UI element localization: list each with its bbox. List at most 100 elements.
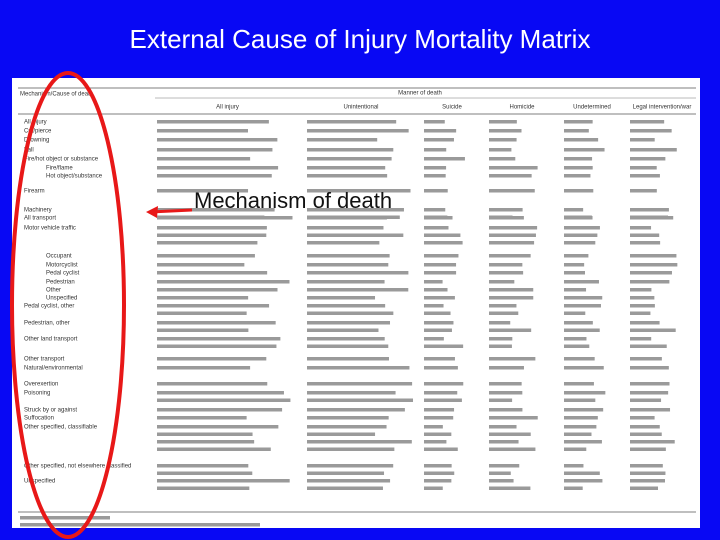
arrow-head [146, 206, 158, 218]
code-text [424, 479, 452, 483]
group-header: Manner of death [398, 91, 442, 97]
code-text [307, 471, 385, 475]
code-text [564, 471, 600, 475]
code-text [424, 280, 443, 284]
code-text [489, 366, 524, 370]
row-label: Drowning [24, 138, 49, 144]
code-text [424, 486, 443, 490]
annotation: Mechanism of death [194, 188, 392, 213]
code-text [489, 157, 516, 161]
code-text [424, 344, 464, 348]
code-text [489, 408, 523, 412]
code-text [307, 208, 404, 212]
code-text [307, 189, 411, 193]
code-text [157, 391, 284, 395]
code-text [424, 391, 458, 395]
code-text [307, 337, 385, 341]
code-text [564, 447, 587, 451]
code-text [424, 148, 447, 152]
code-text [564, 464, 584, 468]
code-text [307, 216, 387, 220]
code-text [489, 447, 536, 451]
code-text [564, 408, 604, 412]
code-text [157, 254, 255, 258]
code-text [489, 296, 534, 300]
code-text [157, 471, 253, 475]
row-label: Other specified, not elsewhere classifie… [24, 464, 131, 470]
code-text [424, 208, 446, 212]
row-label: Pedal cyclist [46, 271, 80, 277]
column-header: Undetermined [573, 105, 611, 111]
code-text [489, 288, 534, 292]
code-text [157, 382, 268, 386]
code-text [307, 328, 379, 332]
code-text [630, 233, 660, 237]
code-text [424, 425, 443, 429]
code-text [424, 440, 447, 444]
code-text [424, 241, 463, 245]
code-text [630, 241, 661, 245]
code-text [630, 479, 666, 483]
code-text [307, 357, 389, 361]
code-text [307, 271, 409, 275]
code-text [630, 120, 665, 124]
code-text [157, 328, 249, 332]
image-frame [12, 78, 700, 528]
code-text [630, 366, 669, 370]
code-text [307, 296, 376, 300]
code-text [307, 366, 410, 370]
code-text [424, 216, 453, 220]
code-text [489, 357, 536, 361]
row-label: Other land transport [24, 337, 78, 343]
code-text [564, 311, 586, 315]
code-text [489, 216, 524, 220]
code-text [424, 296, 455, 300]
code-text [424, 138, 454, 142]
code-text [489, 464, 520, 468]
code-text [489, 148, 512, 152]
code-text [630, 296, 655, 300]
footnote-text [20, 523, 260, 527]
code-text [424, 464, 452, 468]
code-text [630, 129, 672, 133]
code-text [157, 216, 293, 220]
row-label: Unspecified [46, 296, 77, 302]
code-text [564, 216, 593, 220]
code-text [424, 321, 454, 325]
code-text [489, 337, 513, 341]
code-text [424, 366, 458, 370]
code-text [564, 328, 600, 332]
code-text [630, 440, 675, 444]
code-text [564, 416, 598, 420]
code-text [424, 288, 448, 292]
code-text [157, 174, 272, 178]
code-text [307, 398, 414, 402]
code-text [424, 174, 446, 178]
code-text [489, 398, 513, 402]
code-text [307, 304, 386, 308]
code-text [157, 425, 279, 429]
code-text [630, 464, 663, 468]
code-text [564, 391, 606, 395]
code-text [424, 157, 465, 161]
code-text [424, 432, 452, 436]
code-text [424, 357, 455, 361]
code-text [630, 254, 677, 258]
code-text [157, 157, 251, 161]
code-text [157, 366, 251, 370]
code-text [630, 138, 655, 142]
row-label: Motor vehicle traffic [24, 226, 76, 232]
code-text [489, 280, 515, 284]
code-text [489, 391, 523, 395]
code-text [157, 311, 247, 315]
code-text [564, 296, 603, 300]
code-text [424, 398, 462, 402]
code-text [424, 254, 459, 258]
code-text [564, 486, 583, 490]
code-text [157, 398, 291, 402]
code-text [157, 233, 267, 237]
code-text [307, 129, 409, 133]
code-text [630, 432, 662, 436]
row-label: Struck by or against [24, 408, 77, 414]
